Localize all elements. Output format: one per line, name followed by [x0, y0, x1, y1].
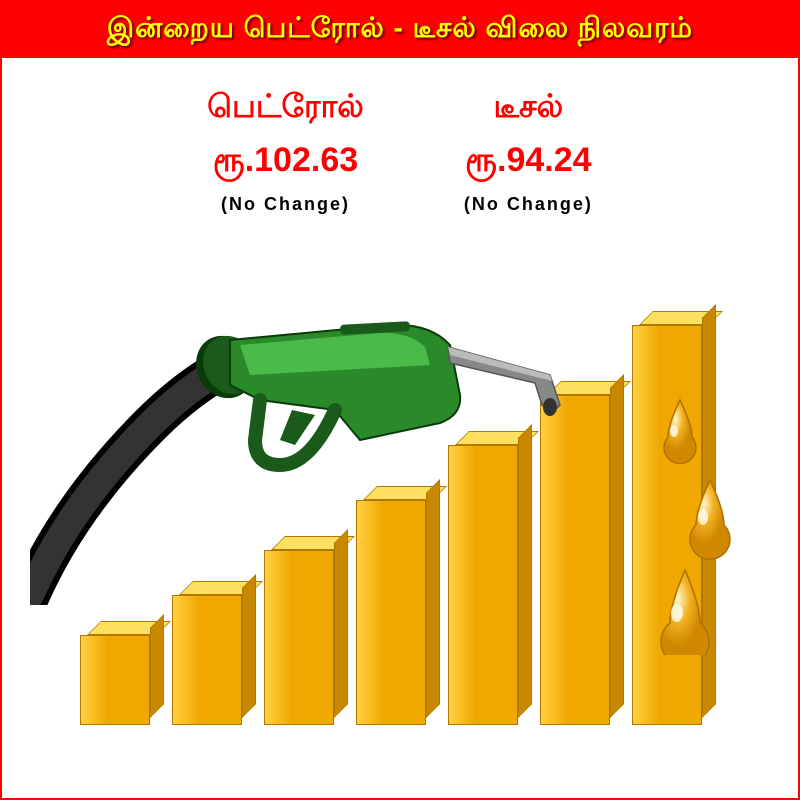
prices-row: பெட்ரோல் ரூ.102.63 (No Change) டீசல் ரூ.…: [2, 58, 798, 235]
header-bar: இன்றைய பெட்ரோல் - டீசல் விலை நிலவரம்: [2, 2, 798, 58]
petrol-note: (No Change): [207, 194, 364, 215]
petrol-price: ரூ.102.63: [207, 141, 364, 184]
petrol-column: பெட்ரோல் ரூ.102.63 (No Change): [207, 88, 364, 215]
oil-drops: [630, 395, 750, 660]
diesel-price: ரூ.94.24: [464, 141, 593, 184]
chart-bar: [80, 621, 150, 725]
diesel-label: டீசல்: [464, 88, 593, 129]
fuel-nozzle-icon: [30, 305, 590, 605]
diesel-note: (No Change): [464, 194, 593, 215]
header-title: இன்றைய பெட்ரோல் - டீசல் விலை நிலவரம்: [2, 12, 798, 48]
infographic: [50, 255, 750, 725]
diesel-column: டீசல் ரூ.94.24 (No Change): [464, 88, 593, 215]
petrol-label: பெட்ரோல்: [207, 88, 364, 129]
